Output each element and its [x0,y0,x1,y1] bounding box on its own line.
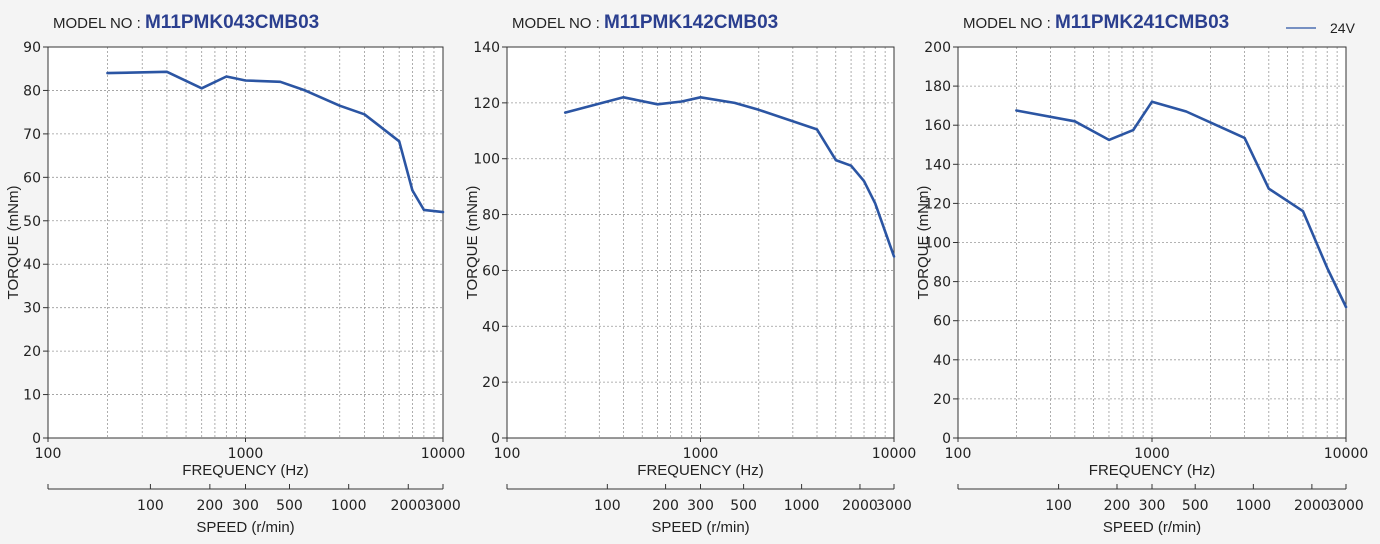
speed-axis-label: SPEED (r/min) [196,519,294,536]
speed-tick-label: 200 [196,498,223,514]
y-tick-label: 100 [924,236,951,252]
chart-panel-2: 0 20 40 60 80 100 120 140 100 1000 10000 FREQUENCY … [464,12,916,536]
speed-tick-label: 500 [730,498,757,514]
speed-tick-label: 100 [594,498,621,514]
chart-title: MODEL NO : M11PMK142CMB03 [512,12,778,33]
y-tick-label: 60 [23,170,41,186]
y-axis-label: TORQUE (mNm) [915,186,932,300]
speed-tick-label: 3000 [425,498,461,514]
x-tick-label: 100 [945,446,972,462]
speed-tick-label: 1000 [784,498,820,514]
speed-axis-label: SPEED (r/min) [1103,519,1201,536]
grid [958,47,1346,438]
chart-title-model: M11PMK043CMB03 [145,12,319,33]
chart-title-prefix: MODEL NO : [512,15,604,32]
chart-title-model: M11PMK142CMB03 [604,12,778,33]
speed-tick-label: 300 [1139,498,1166,514]
speed-axis-label: SPEED (r/min) [651,519,749,536]
speed-tick-label: 300 [687,498,714,514]
speed-tick-label: 100 [137,498,164,514]
x-tick-label: 1000 [228,446,264,462]
series-line-24v [1015,100,1348,309]
y-tick-label: 200 [924,40,951,56]
speed-tick-label: 100 [1045,498,1072,514]
y-tick-label: 0 [32,431,41,447]
y-tick-label: 140 [924,157,951,173]
chart-panel-3: 0 20 40 60 80 100 120 140 160 180 200 100 1000 10000 F… [915,12,1368,536]
speed-tick-label: 2000 [390,498,426,514]
x-tick-label: 10000 [421,446,466,462]
x-axis-label: FREQUENCY (Hz) [1089,462,1215,479]
y-tick-label: 90 [23,40,41,56]
speed-tick-label: 2000 [842,498,878,514]
x-axis-label: FREQUENCY (Hz) [182,462,308,479]
x-tick-label: 10000 [872,446,917,462]
grid [48,47,443,438]
speed-tick-label: 1000 [1236,498,1272,514]
chart-panel-1: 0 10 20 30 40 50 60 70 80 90 100 1000 10000 FREQUENCY… [5,12,465,536]
grid [507,47,894,438]
y-tick-label: 20 [933,392,951,408]
speed-tick-label: 1000 [331,498,367,514]
y-tick-label: 80 [23,83,41,99]
x-tick-label: 1000 [1134,446,1170,462]
y-tick-label: 80 [933,275,951,291]
speed-tick-label: 500 [276,498,303,514]
y-tick-label: 70 [23,127,41,143]
chart-title-model: M11PMK241CMB03 [1055,12,1229,33]
chart-title-prefix: MODEL NO : [53,15,145,32]
series-line-24v [106,70,445,214]
y-tick-label: 50 [23,214,41,230]
y-tick-label: 140 [473,40,500,56]
y-tick-label: 0 [491,431,500,447]
legend-label: 24V [1330,20,1356,36]
speed-tick-label: 300 [232,498,259,514]
chart-title: MODEL NO : M11PMK043CMB03 [53,12,319,33]
y-tick-label: 80 [482,208,500,224]
y-tick-label: 40 [23,257,41,273]
x-tick-label: 100 [35,446,62,462]
y-tick-label: 160 [924,118,951,134]
speed-tick-label: 2000 [1294,498,1330,514]
y-tick-label: 10 [23,388,41,404]
chart-title-prefix: MODEL NO : [963,15,1055,32]
y-tick-label: 0 [942,431,951,447]
y-tick-label: 120 [924,196,951,212]
y-tick-label: 60 [482,263,500,279]
series-line-24v [563,96,896,258]
chart-title: MODEL NO : M11PMK241CMB03 [963,12,1229,33]
y-tick-label: 180 [924,79,951,95]
speed-tick-label: 3000 [876,498,912,514]
speed-tick-label: 200 [1104,498,1131,514]
y-tick-label: 100 [473,152,500,168]
speed-tick-label: 500 [1182,498,1209,514]
y-tick-label: 60 [933,314,951,330]
x-tick-label: 1000 [683,446,719,462]
speed-tick-label: 200 [652,498,679,514]
x-tick-label: 10000 [1324,446,1369,462]
speed-tick-label: 3000 [1328,498,1364,514]
x-tick-label: 100 [494,446,521,462]
y-tick-label: 30 [23,301,41,317]
y-tick-label: 120 [473,96,500,112]
y-tick-label: 20 [482,375,500,391]
y-axis-label: TORQUE (mNm) [5,186,22,300]
x-axis-label: FREQUENCY (Hz) [637,462,763,479]
legend: 24V [1286,20,1356,36]
y-tick-label: 40 [482,319,500,335]
y-tick-label: 20 [23,344,41,360]
y-tick-label: 40 [933,353,951,369]
y-axis-label: TORQUE (mNm) [464,186,481,300]
